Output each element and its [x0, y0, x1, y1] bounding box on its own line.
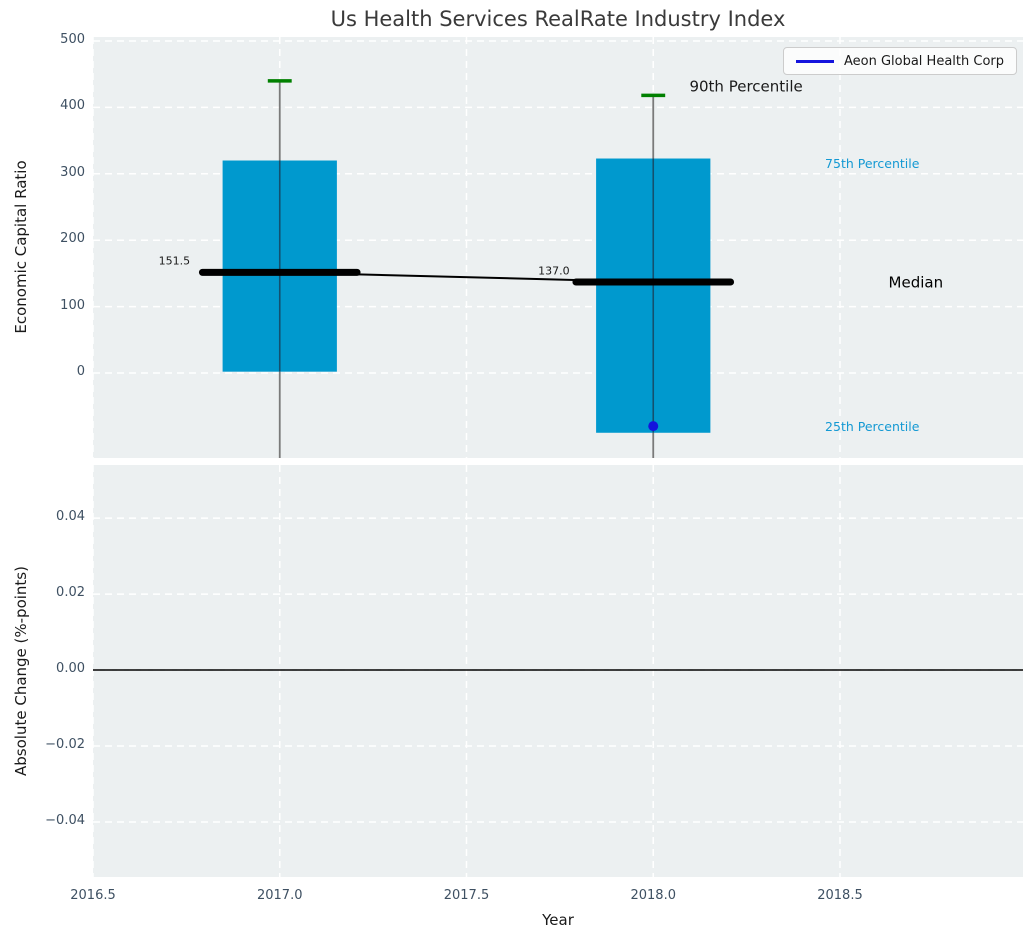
annotation-151-5: 151.5 [159, 256, 191, 267]
legend: Aeon Global Health Corp [783, 47, 1017, 75]
x-axis-label: Year [93, 911, 1023, 929]
company-marker [648, 421, 658, 431]
x-tick-label: 2018.5 [817, 888, 863, 903]
y-tick-label: 0 [7, 364, 85, 379]
y-tick-label: 300 [7, 165, 85, 180]
legend-label: Aeon Global Health Corp [844, 54, 1004, 69]
annotation-90th-percentile: 90th Percentile [689, 79, 802, 94]
annotation-25th-percentile: 25th Percentile [825, 421, 919, 434]
legend-line-swatch [796, 60, 834, 63]
y-tick-label: 500 [7, 32, 85, 47]
top-plot-canvas [93, 37, 1023, 458]
bottom-plot-canvas [93, 465, 1023, 877]
annotation-137-0: 137.0 [538, 265, 570, 276]
y-tick-label: 0.00 [7, 661, 85, 676]
y-tick-label: 100 [7, 298, 85, 313]
x-tick-label: 2017.5 [444, 888, 490, 903]
y-tick-label: 0.04 [7, 509, 85, 524]
annotation-median: Median [889, 275, 944, 290]
y-tick-label: 200 [7, 231, 85, 246]
x-tick-label: 2018.0 [630, 888, 676, 903]
chart-figure: Us Health Services RealRate Industry Ind… [0, 0, 1034, 942]
annotation-75th-percentile: 75th Percentile [825, 158, 919, 171]
chart-title: Us Health Services RealRate Industry Ind… [93, 7, 1023, 31]
y-tick-label: 0.02 [7, 585, 85, 600]
y-tick-label: −0.04 [7, 813, 85, 828]
x-tick-label: 2016.5 [70, 888, 116, 903]
y-tick-label: 400 [7, 98, 85, 113]
y-tick-label: −0.02 [7, 737, 85, 752]
x-tick-label: 2017.0 [257, 888, 303, 903]
